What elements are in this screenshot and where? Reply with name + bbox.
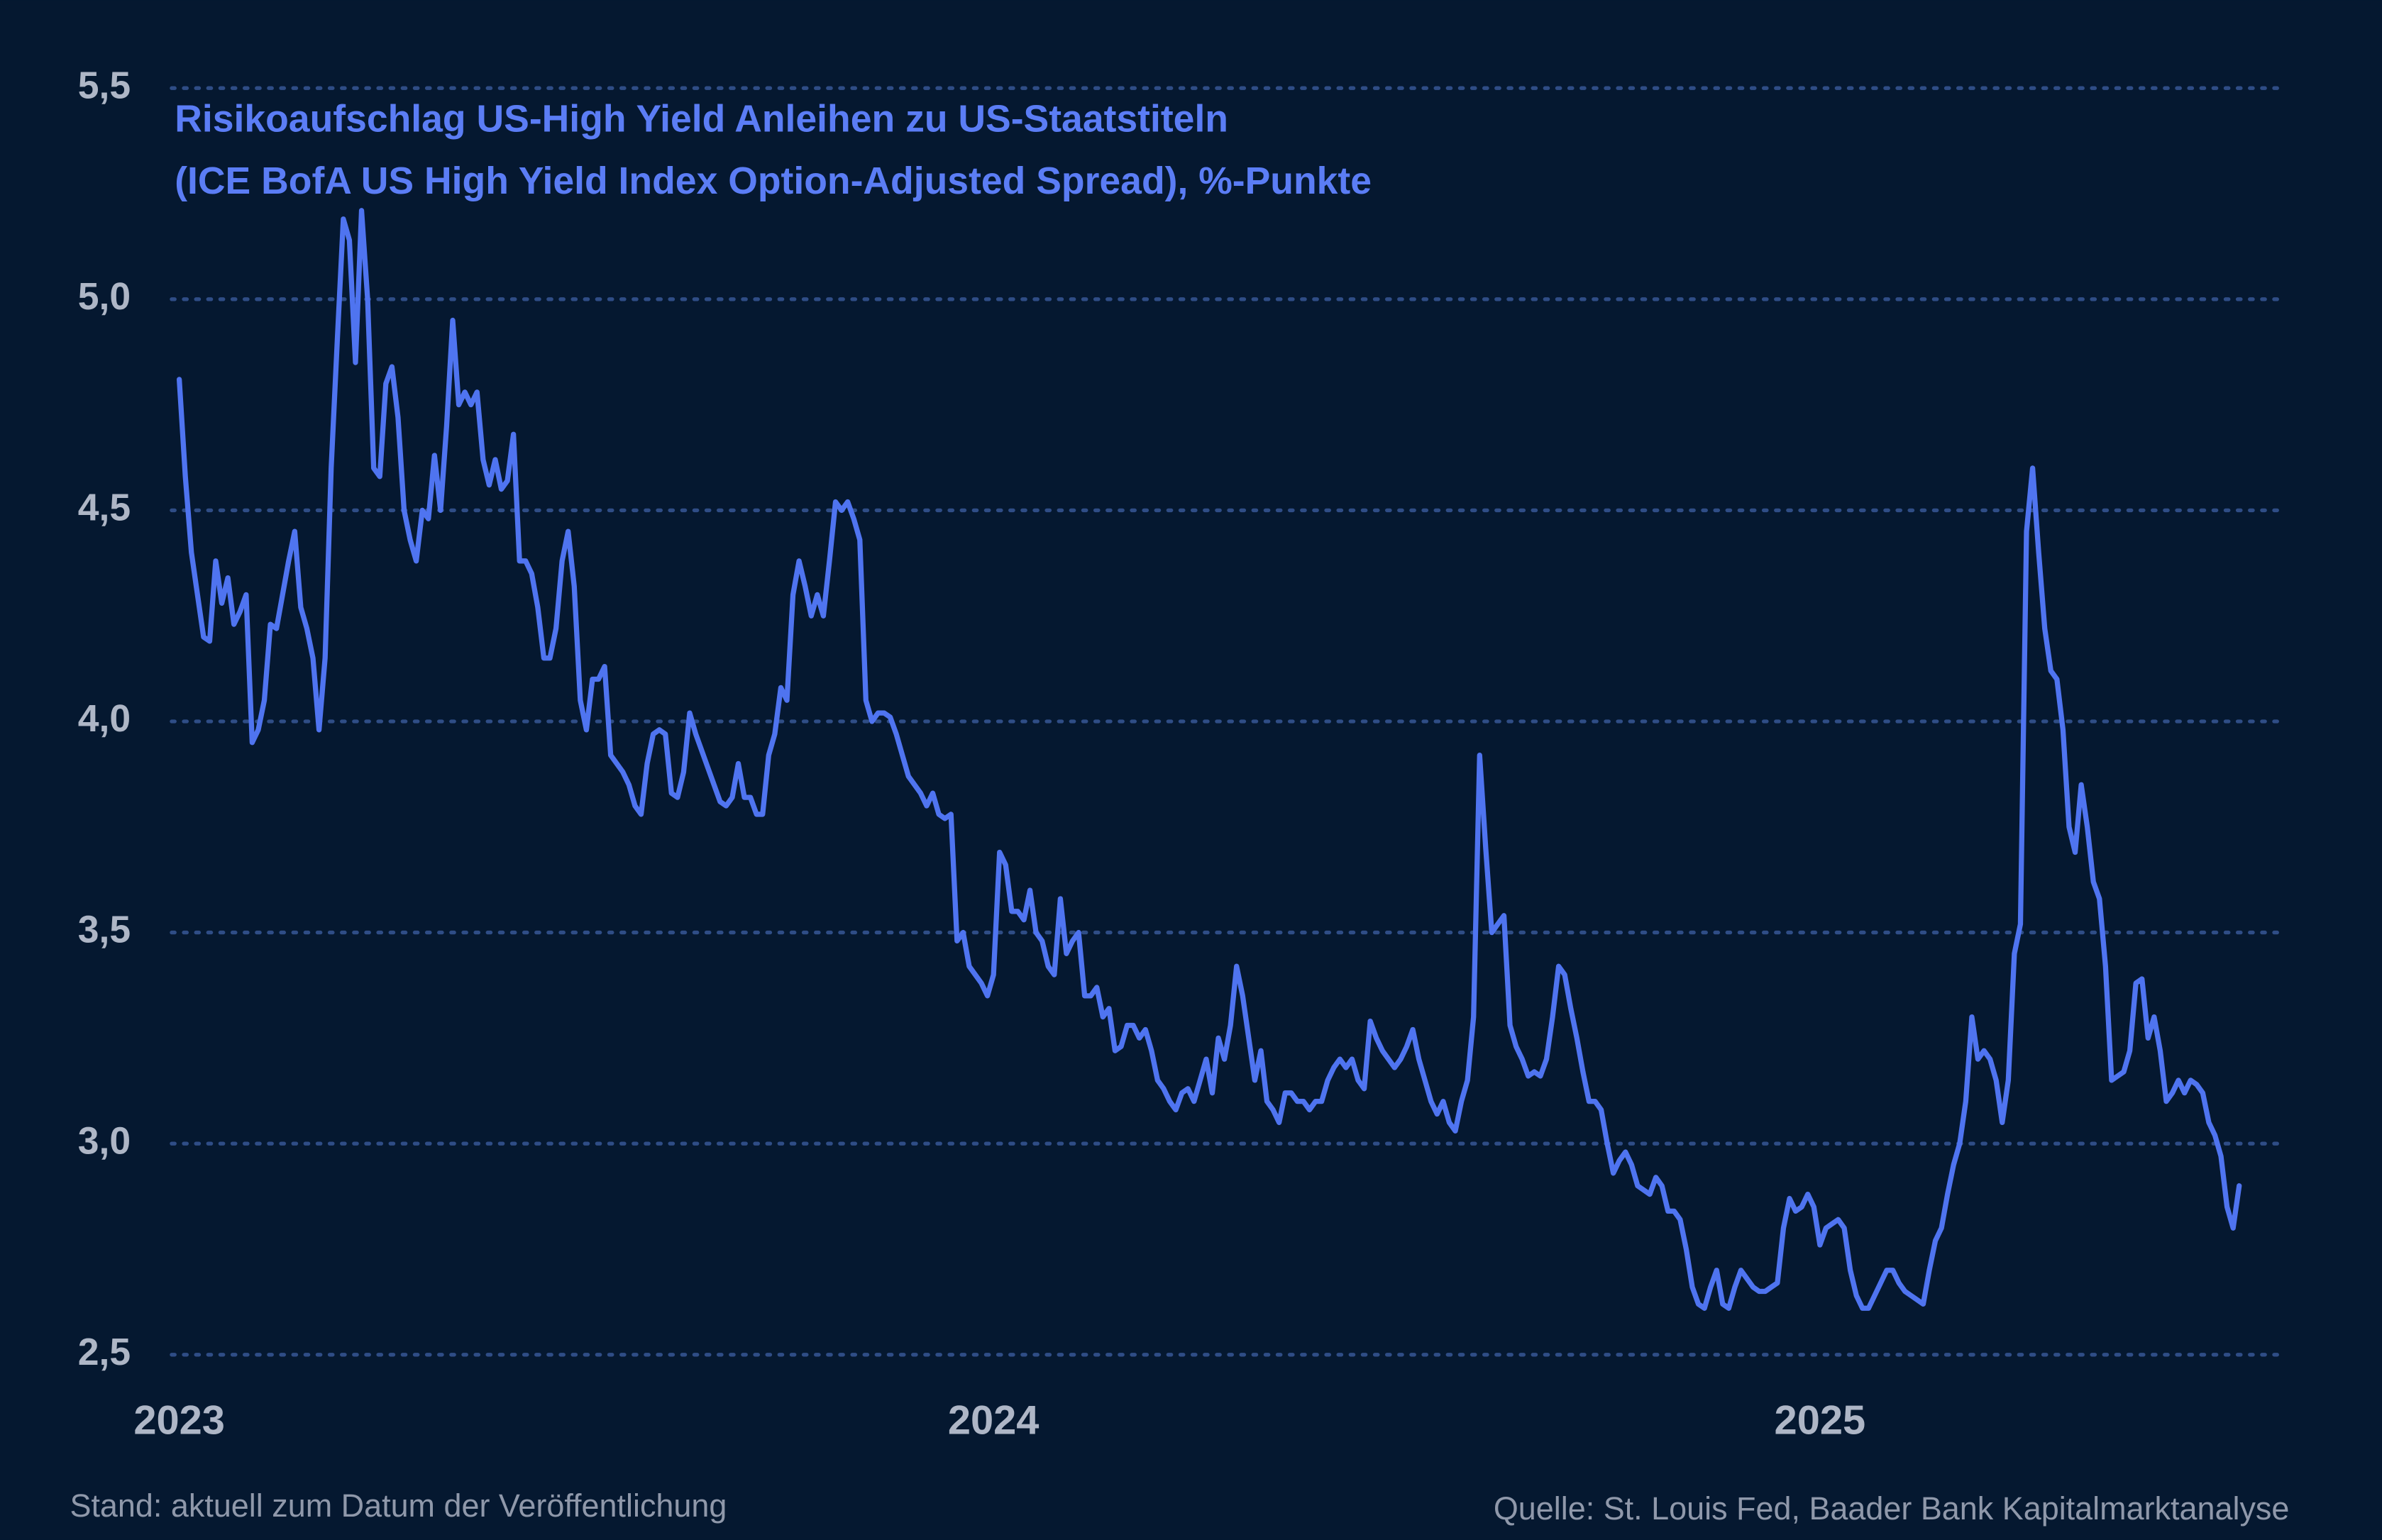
- x-tick-label: 2024: [948, 1397, 1040, 1443]
- x-tick-label: 2023: [133, 1397, 225, 1443]
- y-tick-label: 4,5: [78, 487, 131, 529]
- y-tick-label: 5,0: [78, 276, 131, 318]
- series-line: [176, 208, 2242, 1311]
- chart-subtitle: (ICE BofA US High Yield Index Option-Adj…: [175, 160, 1372, 202]
- y-tick-label: 4,0: [78, 698, 131, 740]
- footnote: Stand: aktuell zum Datum der Veröffentli…: [70, 1488, 727, 1524]
- x-tick-label: 2025: [1775, 1397, 1866, 1443]
- grid: [170, 86, 2288, 1357]
- y-tick-label: 3,0: [78, 1120, 131, 1162]
- plot: [176, 208, 2242, 1311]
- source: Quelle: St. Louis Fed, Baader Bank Kapit…: [1494, 1490, 2290, 1527]
- y-tick-label: 2,5: [78, 1331, 131, 1373]
- chart-title: Risikoaufschlag US-High Yield Anleihen z…: [175, 98, 1228, 140]
- y-tick-label: 3,5: [78, 909, 131, 951]
- y-tick-label: 5,5: [78, 65, 131, 106]
